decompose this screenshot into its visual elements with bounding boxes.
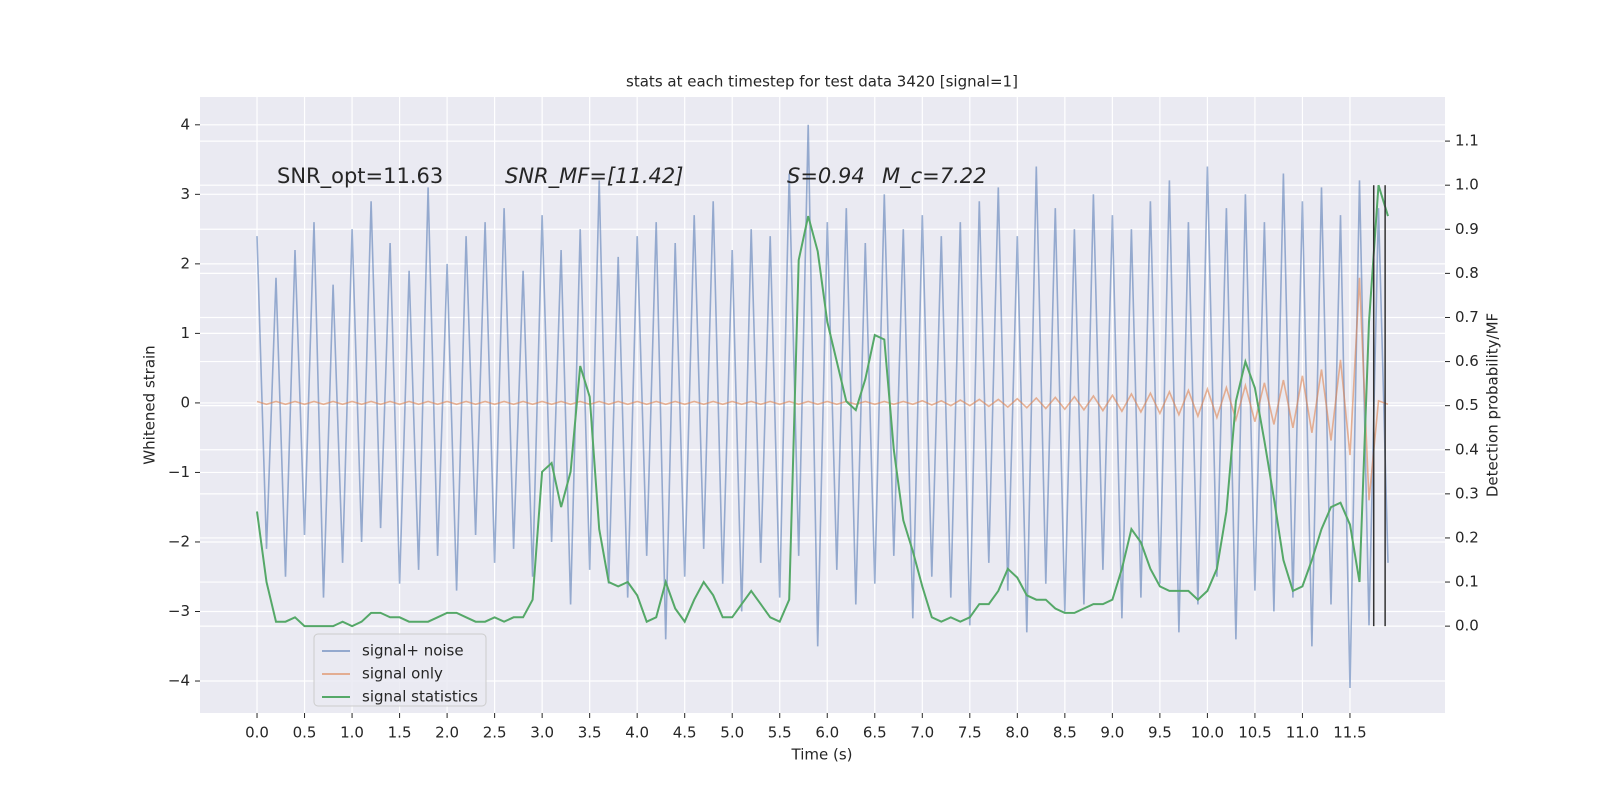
x-tick-label: 5.0 xyxy=(720,724,744,742)
y2-tick-label: 0.3 xyxy=(1455,484,1479,502)
y-tick-label: 4 xyxy=(180,115,190,133)
y-tick-label: −3 xyxy=(168,602,190,620)
x-tick-label: 2.0 xyxy=(435,724,459,742)
y-tick-label: −2 xyxy=(168,532,190,550)
legend-label: signal only xyxy=(362,665,443,683)
x-tick-label: 6.5 xyxy=(863,724,887,742)
y2-tick-label: 1.1 xyxy=(1455,132,1479,150)
chart-title: stats at each timestep for test data 342… xyxy=(626,73,1018,91)
x-tick-label: 11.0 xyxy=(1286,724,1319,742)
x-tick-label: 8.5 xyxy=(1053,724,1077,742)
x-tick-label: 5.5 xyxy=(768,724,792,742)
x-tick-label: 9.0 xyxy=(1100,724,1124,742)
series-line xyxy=(256,277,1389,501)
y2-tick-label: 0.9 xyxy=(1455,220,1479,238)
x-tick-label: 4.0 xyxy=(625,724,649,742)
y2-axis-label: Detection probability/MF xyxy=(1484,313,1502,497)
x-tick-label: 6.0 xyxy=(815,724,839,742)
x-tick-label: 2.5 xyxy=(483,724,507,742)
x-tick-label: 3.0 xyxy=(530,724,554,742)
x-tick-label: 0.0 xyxy=(245,724,269,742)
y2-tick-label: 0.8 xyxy=(1455,264,1479,282)
x-tick-label: 10.5 xyxy=(1238,724,1271,742)
legend-label: signal statistics xyxy=(362,688,478,706)
y-tick-label: −4 xyxy=(168,672,190,690)
x-tick-label: 7.5 xyxy=(958,724,982,742)
y-tick-label: 3 xyxy=(180,185,190,203)
x-tick-label: 4.5 xyxy=(673,724,697,742)
x-tick-label: 8.0 xyxy=(1005,724,1029,742)
x-tick-label: 3.5 xyxy=(578,724,602,742)
annotation: SNR_opt=11.63 xyxy=(277,164,443,189)
x-tick-label: 7.0 xyxy=(910,724,934,742)
annotation: SNR_MF=[11.42] xyxy=(505,164,683,189)
y2-tick-label: 0.2 xyxy=(1455,528,1479,546)
y-tick-label: 2 xyxy=(180,254,190,272)
y2-tick-label: 0.5 xyxy=(1455,396,1479,414)
x-axis-label: Time (s) xyxy=(791,746,853,764)
y2-tick-label: 0.4 xyxy=(1455,440,1479,458)
x-tick-label: 1.5 xyxy=(388,724,412,742)
x-tick-label: 1.0 xyxy=(340,724,364,742)
annotation: M_c=7.22 xyxy=(882,164,987,189)
y-axis-label: Whitened strain xyxy=(141,345,159,464)
y2-tick-label: 0.1 xyxy=(1455,573,1479,591)
y2-tick-label: 0.0 xyxy=(1455,617,1479,635)
y2-tick-label: 0.7 xyxy=(1455,308,1479,326)
annotation: S=0.94 xyxy=(787,164,865,188)
x-tick-label: 10.0 xyxy=(1191,724,1224,742)
series-line xyxy=(256,124,1389,689)
y2-tick-label: 0.6 xyxy=(1455,352,1479,370)
y-tick-label: 0 xyxy=(180,393,190,411)
series-line xyxy=(256,184,1389,628)
x-tick-label: 9.5 xyxy=(1148,724,1172,742)
legend-label: signal+ noise xyxy=(362,642,464,660)
x-tick-label: 0.5 xyxy=(293,724,317,742)
y-tick-label: −1 xyxy=(168,463,190,481)
y2-tick-label: 1.0 xyxy=(1455,176,1479,194)
y-tick-label: 1 xyxy=(180,324,190,342)
x-tick-label: 11.5 xyxy=(1333,724,1366,742)
legend-box xyxy=(313,633,487,707)
